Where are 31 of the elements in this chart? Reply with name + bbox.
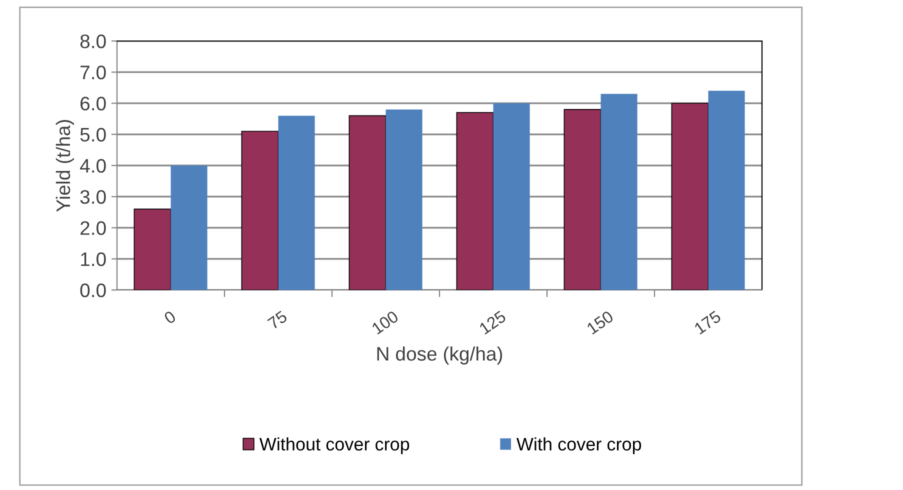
bar	[278, 116, 315, 290]
bar	[600, 94, 638, 290]
bar	[671, 102, 709, 290]
y-tick-label: 1.0	[81, 252, 106, 266]
x-tick-label: 100	[371, 310, 400, 335]
bar	[564, 109, 602, 290]
bar	[170, 166, 208, 290]
y-tick-label: 0.0	[80, 283, 106, 298]
y-tick-label: 8.0	[80, 34, 106, 48]
x-tick-label: 175	[694, 310, 722, 335]
bar	[348, 115, 386, 290]
y-tick-label: 7.0	[80, 66, 106, 80]
bar	[493, 103, 530, 290]
legend-label: Without cover crop	[259, 437, 410, 454]
bar	[456, 112, 494, 290]
x-axis-title: N dose (kg/ha)	[377, 346, 502, 365]
y-tick-label: 2.0	[80, 221, 106, 235]
y-tick-label: 4.0	[80, 158, 106, 173]
x-tick-label: 75	[267, 310, 288, 330]
legend-label: With cover crop	[516, 437, 642, 454]
x-tick-label: 0	[163, 310, 177, 324]
x-tick-label: 125	[478, 310, 507, 335]
y-axis-title: Yield (t/ha)	[56, 120, 74, 212]
x-tick-label: 150	[586, 310, 614, 335]
bar	[134, 208, 172, 290]
bar	[241, 130, 279, 290]
y-tick-label: 3.0	[80, 190, 106, 204]
y-tick-label: 5.0	[80, 128, 106, 142]
bar	[708, 90, 745, 290]
bar	[386, 109, 422, 290]
y-tick-label: 6.0	[80, 96, 106, 110]
